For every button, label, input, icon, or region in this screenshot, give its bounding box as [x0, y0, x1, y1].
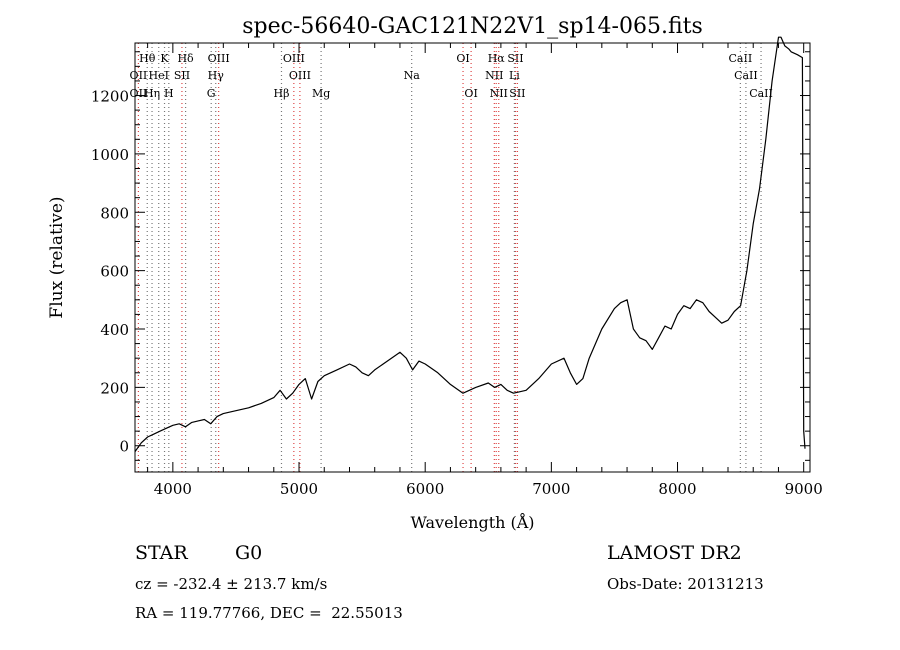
line-marker-label-3: OIII	[208, 52, 230, 65]
x-tick-label-2: 6000	[406, 480, 444, 498]
line-marker-label-12: Hγ	[208, 69, 225, 82]
line-marker-label-10: HeI	[148, 69, 168, 82]
line-marker-label-4: OIII	[283, 52, 305, 65]
x-tick-label-0: 4000	[154, 480, 192, 498]
line-marker-label-1: K	[160, 52, 169, 65]
plot-frame	[134, 42, 811, 473]
x-tick-label-5: 9000	[785, 480, 823, 498]
chart-title: spec-56640-GAC121N22V1_sp14-065.fits	[242, 14, 703, 39]
line-marker-label-14: Na	[404, 69, 421, 82]
y-tick-label-4: 800	[100, 204, 129, 222]
line-marker-label-9: OII	[130, 69, 148, 82]
y-tick-label-3: 600	[100, 263, 129, 281]
x-tick-label-1: 5000	[280, 480, 318, 498]
x-axis-label: Wavelength (Å)	[410, 512, 534, 532]
line-marker-label-15: NII	[485, 69, 503, 82]
line-marker-label-20: H	[164, 87, 174, 100]
redshift-label: cz = -232.4 ± 213.7 km/s	[135, 575, 328, 593]
object-type-label: STAR	[135, 542, 188, 564]
line-marker-label-6: Hα	[488, 52, 506, 65]
line-marker-label-19: Hη	[144, 87, 160, 100]
line-marker-label-25: NII	[490, 87, 508, 100]
line-marker-label-5: OI	[456, 52, 469, 65]
y-tick-label-0: 0	[119, 438, 129, 456]
line-marker-label-23: Mg	[312, 87, 330, 100]
line-marker-label-27: CaII	[749, 87, 773, 100]
line-marker-label-18: OII	[130, 87, 148, 100]
line-marker-label-26: SII	[509, 87, 525, 100]
y-axis-label: Flux (relative)	[47, 196, 67, 318]
line-marker-label-24: OI	[464, 87, 477, 100]
y-tick-label-1: 200	[100, 379, 129, 397]
line-marker-label-22: Hβ	[274, 87, 290, 100]
subclass-label: G0	[235, 542, 263, 564]
coordinates-label: RA = 119.77766, DEC = 22.55013	[135, 604, 403, 622]
survey-label: LAMOST DR2	[607, 542, 742, 564]
line-marker-label-8: CaII	[729, 52, 753, 65]
line-marker-label-11: SII	[174, 69, 190, 82]
y-tick-label-2: 400	[100, 321, 129, 339]
spectrum-line	[134, 36, 806, 452]
line-marker-label-17: CaII	[734, 69, 758, 82]
line-marker-label-7: SII	[507, 52, 523, 65]
line-marker-label-13: OIII	[289, 69, 311, 82]
obs-date-label: Obs-Date: 20131213	[607, 575, 764, 593]
y-tick-label-5: 1000	[91, 146, 129, 164]
line-marker-label-2: Hδ	[177, 52, 194, 65]
line-marker-label-0: Hθ	[139, 52, 156, 65]
x-tick-label-3: 7000	[532, 480, 570, 498]
line-marker-label-16: Li	[509, 69, 520, 82]
y-tick-label-6: 1200	[91, 88, 129, 106]
line-marker-label-21: G	[207, 87, 216, 100]
x-tick-label-4: 8000	[658, 480, 696, 498]
